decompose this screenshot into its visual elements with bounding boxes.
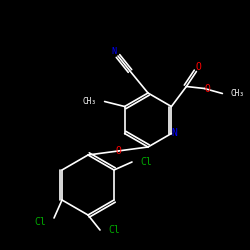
Text: Cl: Cl [34,217,46,227]
Text: N: N [172,128,177,138]
Text: CH₃: CH₃ [230,89,244,98]
Text: Cl: Cl [140,157,152,167]
Text: O: O [204,84,210,94]
Text: O: O [196,62,201,72]
Text: O: O [115,146,121,156]
Text: Cl: Cl [108,225,120,235]
Text: N: N [112,48,116,56]
Text: CH₃: CH₃ [83,97,96,106]
